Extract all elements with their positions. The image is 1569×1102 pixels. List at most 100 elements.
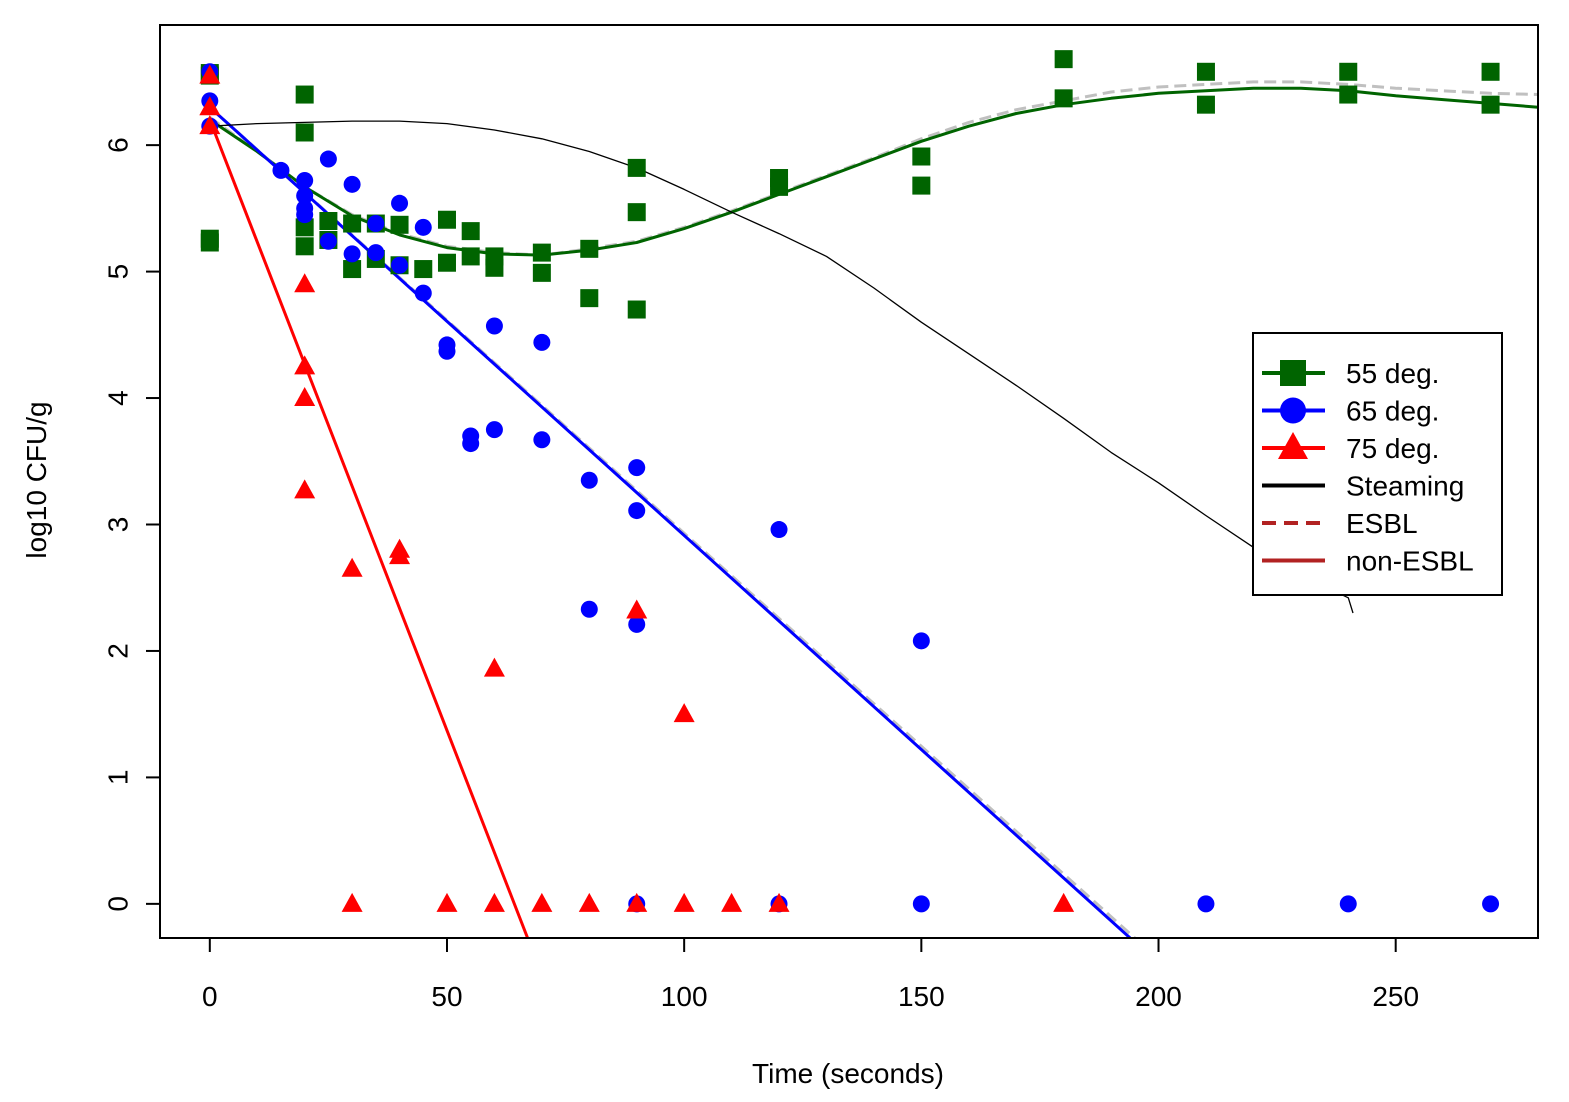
series-3-point xyxy=(199,96,221,116)
series-1-point xyxy=(912,147,931,166)
series-2-point xyxy=(628,459,646,477)
x-tick-label: 250 xyxy=(1372,981,1419,1012)
series-3-point xyxy=(389,545,411,565)
series-1-point xyxy=(580,289,599,308)
series-1-point xyxy=(485,258,504,277)
series-2-point xyxy=(533,431,551,449)
series-2-point xyxy=(319,150,337,168)
series-2-point xyxy=(580,471,598,489)
fit-lines xyxy=(208,80,1538,938)
legend: 55 deg. 65 deg. 75 deg. Steaming ESBL non-ESB… xyxy=(1252,332,1503,596)
series-1-point xyxy=(1481,62,1500,81)
series-2-point xyxy=(770,521,788,539)
series-1-point xyxy=(461,247,480,266)
series-1-point xyxy=(437,210,456,229)
series-3-point xyxy=(673,892,695,912)
series-1-point xyxy=(319,212,338,231)
series-1-point xyxy=(1054,89,1073,108)
series-2-point xyxy=(628,502,646,520)
series-2-point xyxy=(343,245,361,263)
series-2-point xyxy=(296,172,314,190)
legend-label: 75 deg. xyxy=(1346,433,1439,464)
series-2-point xyxy=(414,284,432,302)
series-3-point xyxy=(436,892,458,912)
series-3-point xyxy=(483,892,505,912)
series-3-point xyxy=(199,64,221,84)
series-2-point xyxy=(319,232,337,250)
series-3-point xyxy=(294,355,316,375)
fit-line-3 xyxy=(208,106,1132,938)
series-2-point xyxy=(414,218,432,236)
series-2-point xyxy=(391,256,409,274)
y-tick-label: 2 xyxy=(103,643,134,659)
series-2-point xyxy=(1482,895,1500,913)
series-1-point xyxy=(390,215,409,234)
y-tick-label: 1 xyxy=(103,770,134,786)
legend-label: Steaming xyxy=(1346,471,1464,502)
legend-label: ESBL xyxy=(1346,508,1418,539)
series-1-point xyxy=(343,214,362,233)
series-1-point xyxy=(532,263,551,282)
series-1-point xyxy=(627,300,646,319)
series-3-point xyxy=(721,892,743,912)
series-1-point xyxy=(200,233,219,252)
series-1-point xyxy=(770,177,789,196)
y-axis: 0 1 2 3 4 5 6 xyxy=(103,137,160,912)
legend-marker xyxy=(1278,432,1308,459)
series-1-point xyxy=(461,222,480,241)
series-1-point xyxy=(627,158,646,177)
legend-label: 55 deg. xyxy=(1346,358,1439,389)
series-1-point xyxy=(1054,50,1073,69)
x-tick-label: 200 xyxy=(1135,981,1182,1012)
series-3-point xyxy=(578,892,600,912)
series-2-point xyxy=(485,317,503,335)
series-3-point xyxy=(626,599,648,619)
series-1-point xyxy=(295,85,314,104)
y-tick-label: 6 xyxy=(103,137,134,153)
series-1-point xyxy=(1481,95,1500,114)
series-2-point xyxy=(438,342,456,360)
series-3-point xyxy=(1053,892,1075,912)
series-2-point xyxy=(272,161,290,179)
data-points xyxy=(199,50,1500,913)
x-axis: 0 50 100 150 200 250 xyxy=(202,937,1419,1012)
series-3-point xyxy=(626,892,648,912)
series-1-point xyxy=(1196,62,1215,81)
series-2-point xyxy=(343,175,361,193)
series-1-point xyxy=(295,123,314,142)
series-2-point xyxy=(367,244,385,262)
x-axis-title: Time (seconds) xyxy=(752,1058,944,1089)
series-3-point xyxy=(294,387,316,407)
series-3-point xyxy=(341,892,363,912)
series-3-point xyxy=(531,892,553,912)
series-1-point xyxy=(1339,85,1358,104)
x-tick-label: 100 xyxy=(661,981,708,1012)
series-1-point xyxy=(532,243,551,262)
series-3-point xyxy=(341,557,363,577)
series-2-point xyxy=(462,435,480,453)
x-tick-label: 150 xyxy=(898,981,945,1012)
y-tick-label: 0 xyxy=(103,896,134,912)
x-tick-label: 50 xyxy=(431,981,462,1012)
series-2-point xyxy=(533,333,551,351)
legend-label: 65 deg. xyxy=(1346,396,1439,427)
series-3-point xyxy=(483,657,505,677)
series-2-point xyxy=(1197,895,1215,913)
series-1-point xyxy=(295,237,314,256)
series-2-point xyxy=(367,215,385,233)
x-tick-label: 0 xyxy=(202,981,218,1012)
series-1-point xyxy=(437,253,456,272)
fit-line-5 xyxy=(209,120,1354,614)
series-2-point xyxy=(296,206,314,224)
y-tick-label: 3 xyxy=(103,517,134,533)
legend-label: non-ESBL xyxy=(1346,546,1474,577)
series-1-point xyxy=(343,260,362,279)
y-axis-title: log10 CFU/g xyxy=(21,401,52,558)
legend-marker xyxy=(1280,360,1306,386)
series-1-point xyxy=(580,239,599,258)
series-2-point xyxy=(912,895,930,913)
y-tick-label: 4 xyxy=(103,390,134,406)
fit-line-1 xyxy=(208,86,1538,257)
series-3-point xyxy=(294,479,316,499)
